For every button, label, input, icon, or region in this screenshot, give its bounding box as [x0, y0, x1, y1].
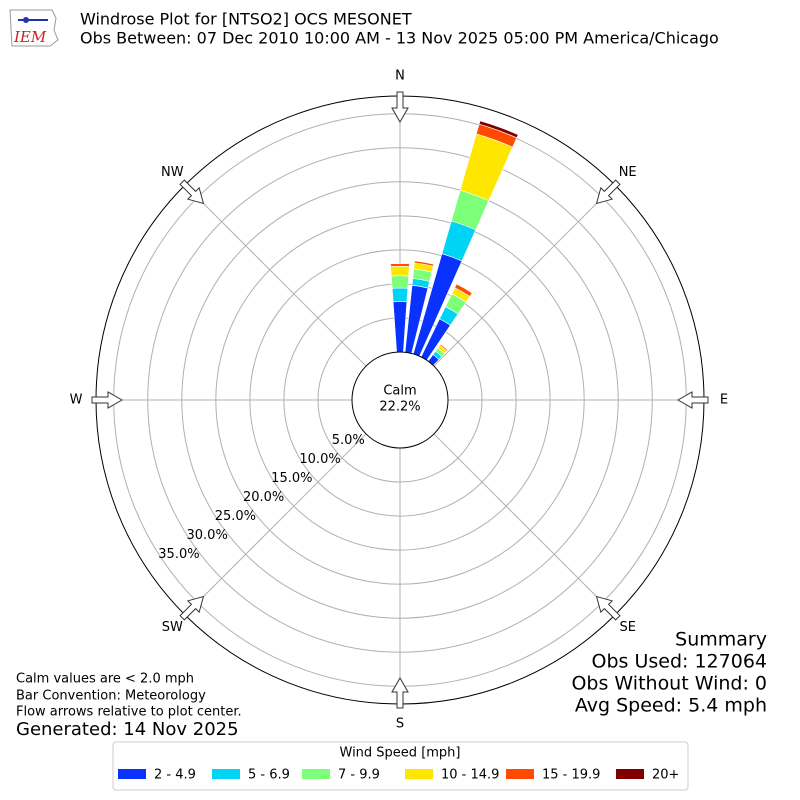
legend: 2 - 4.9 5 - 6.9 7 - 9.9 10 - 14.9 15 - 19.9 2… [118, 768, 679, 783]
wind-bar-segment [391, 275, 409, 289]
direction-arrow [595, 595, 621, 621]
legend-swatch [302, 769, 330, 779]
spoke [184, 184, 367, 367]
direction-arrow [391, 676, 409, 709]
legend-box [112, 741, 689, 791]
direction-arrow [179, 595, 205, 621]
y-tick-label: 30.0% [187, 528, 228, 543]
logo-text: IEM [13, 28, 47, 46]
generated: Generated: 14 Nov 2025 [16, 719, 239, 740]
wind-bar-segment [392, 301, 408, 353]
grid-ring [215, 215, 585, 585]
legend-title: Wind Speed [mph] [340, 746, 461, 761]
spoke [433, 433, 616, 616]
legend-swatch [405, 769, 433, 779]
note: Calm values are < 2.0 mph [16, 672, 194, 687]
wind-bar-segment [390, 265, 410, 277]
wind-bar-segment [414, 260, 434, 265]
note: Bar Convention: Meteorology [16, 689, 206, 704]
grid-ring [181, 181, 619, 619]
wind-bar-segment [456, 283, 473, 294]
grid-ring [147, 147, 653, 653]
chart-subtitle: Obs Between: 07 Dec 2010 10:00 AM - 13 N… [80, 29, 719, 48]
wind-bar-segment [440, 343, 449, 351]
direction-label: N [395, 69, 405, 84]
legend-label: 2 - 4.9 [154, 768, 196, 783]
y-tick-label: 25.0% [215, 509, 256, 524]
direction-arrow [595, 179, 621, 205]
logo: IEM [9, 9, 59, 47]
direction-label: S [396, 717, 404, 732]
direction-label: W [70, 393, 83, 408]
y-tick-label: 20.0% [243, 490, 284, 505]
legend-label: 7 - 9.9 [338, 768, 380, 783]
spoke [433, 184, 616, 367]
direction-label: SE [619, 620, 635, 635]
legend-swatch [118, 769, 146, 779]
direction-label: E [720, 393, 728, 408]
wind-bar-segment [478, 120, 519, 139]
legend-swatch [212, 769, 240, 779]
direction-arrow [391, 91, 409, 124]
wind-bar-segment [391, 287, 409, 303]
y-tick-label: 10.0% [299, 452, 340, 467]
summary-line: Obs Without Wind: 0 [571, 673, 767, 695]
summary-line: Obs Used: 127064 [592, 651, 767, 673]
legend-swatch [506, 769, 534, 779]
y-tick-label: 15.0% [271, 471, 312, 486]
calm-label: Calm [383, 384, 416, 399]
summary-line: Avg Speed: 5.4 mph [575, 695, 767, 717]
plot-area: 0.0%5.0%10.0%15.0%20.0%25.0%30.0%35.0%Ca… [70, 69, 729, 732]
direction-label: NE [619, 165, 637, 180]
spoke [184, 433, 367, 616]
direction-arrow [179, 179, 205, 205]
chart-title: Windrose Plot for [NTSO2] OCS MESONET [80, 10, 412, 29]
y-tick-label: 35.0% [158, 547, 199, 562]
y-tick-label: 5.0% [332, 433, 365, 448]
legend-swatch [616, 769, 644, 779]
legend-label: 5 - 6.9 [248, 768, 290, 783]
direction-arrow [91, 391, 124, 409]
direction-label: NW [161, 165, 184, 180]
note: Flow arrows relative to plot center. [16, 705, 242, 720]
direction-label: SW [162, 620, 183, 635]
direction-arrow [676, 391, 709, 409]
calm-circle [351, 351, 449, 449]
legend-label: 20+ [652, 768, 679, 783]
legend-label: 10 - 14.9 [441, 768, 499, 783]
grid-ring [249, 249, 551, 551]
summary-line: Summary [675, 629, 767, 651]
legend-label: 15 - 19.9 [542, 768, 600, 783]
calm-value: 22.2% [379, 400, 420, 415]
